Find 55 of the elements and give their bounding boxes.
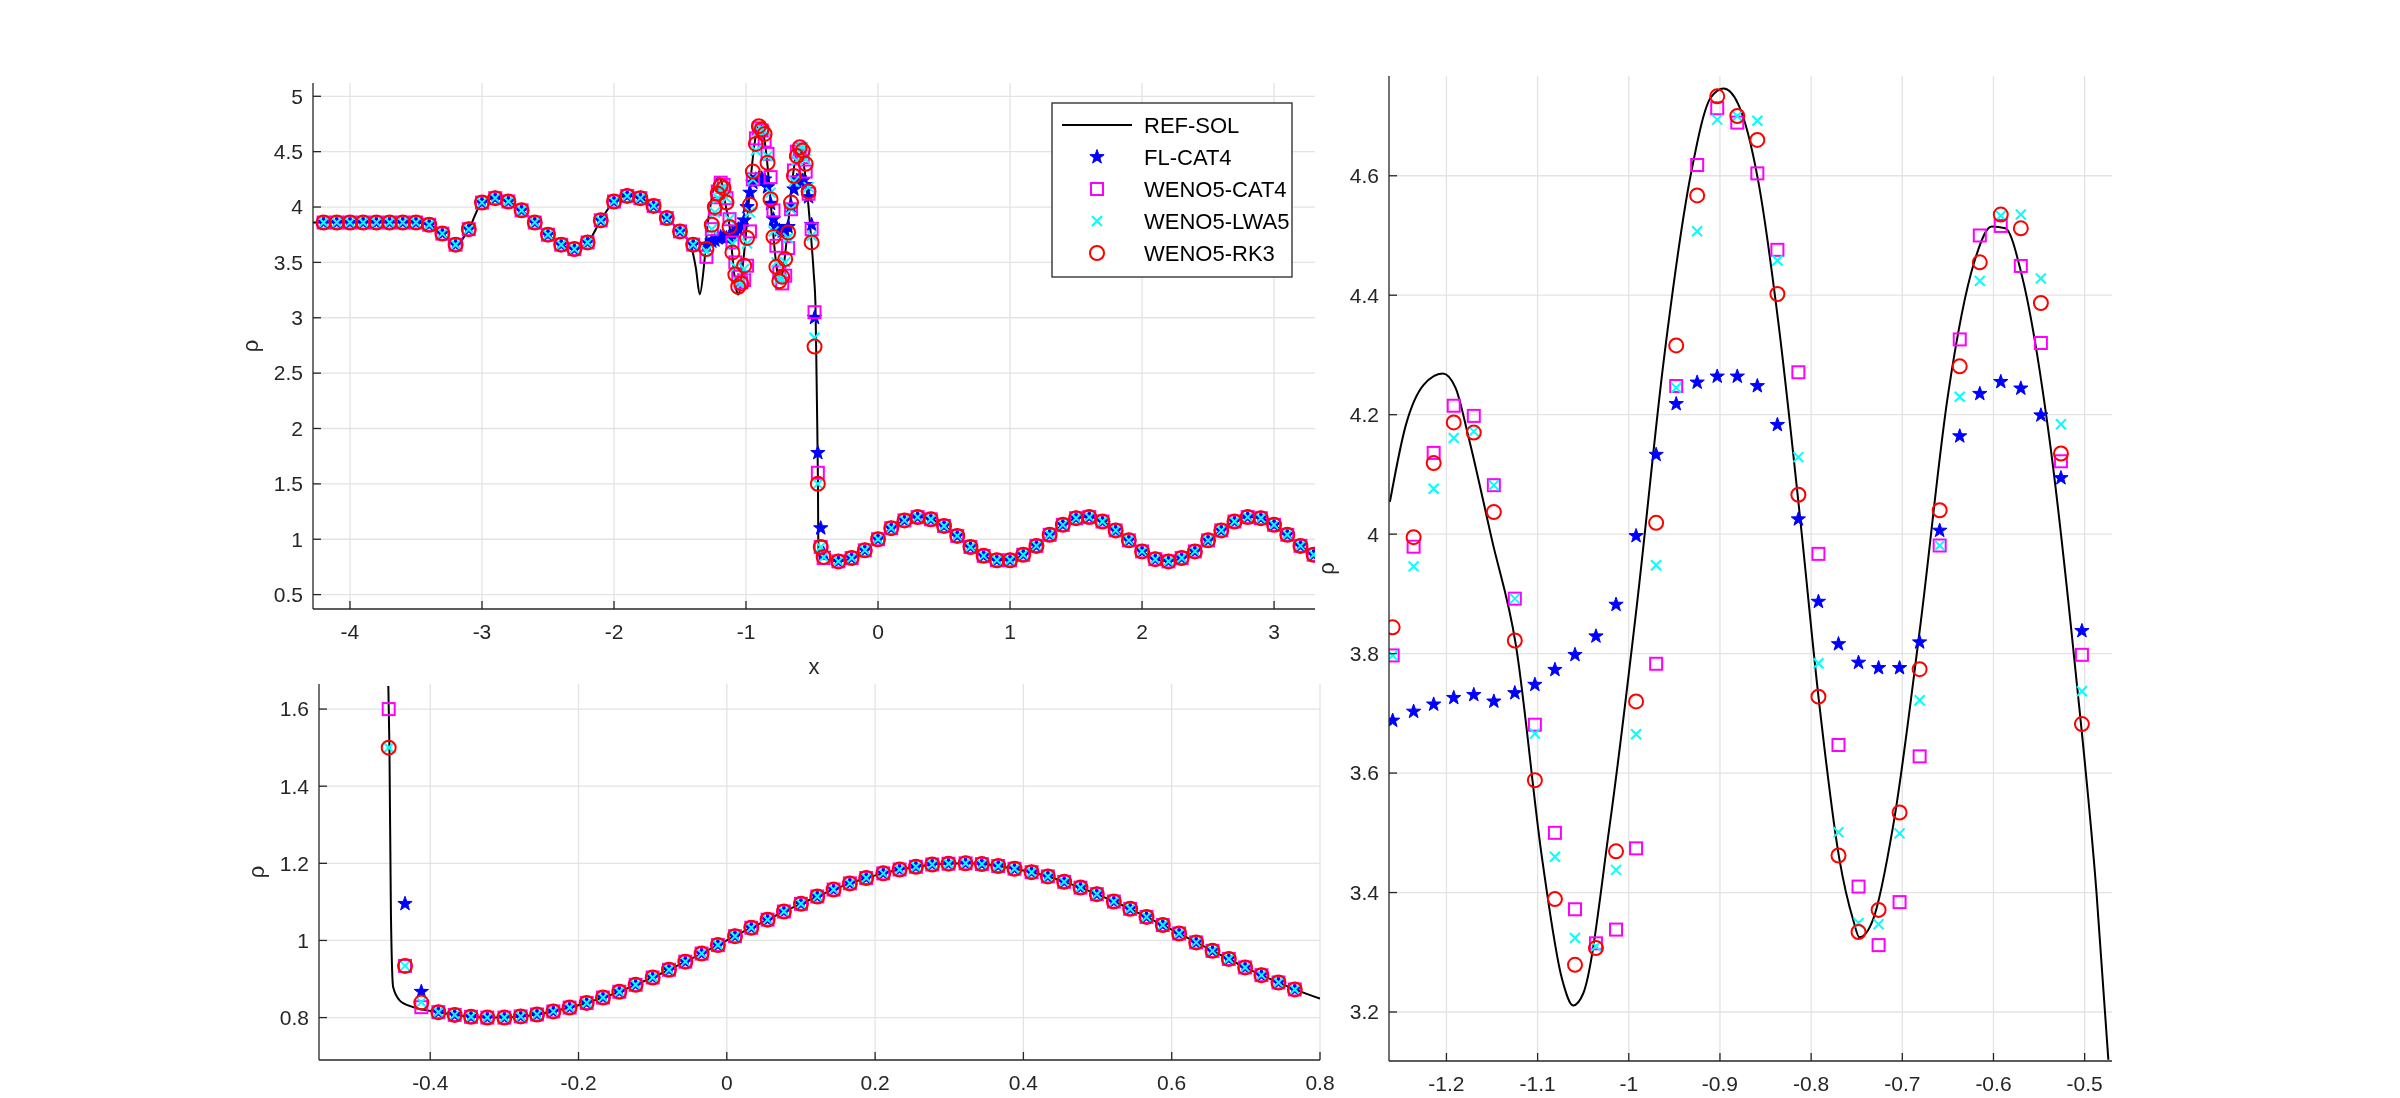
y-tick-label: 4.6 (1349, 164, 1379, 188)
y-tick-label: 3 (291, 306, 303, 330)
y-tick-label: 1.6 (279, 697, 309, 721)
y-tick-label: 1 (297, 928, 309, 952)
x-tick-label: -1.2 (1428, 1072, 1465, 1095)
x-tick-label: 0.4 (1008, 1071, 1039, 1094)
x-tick-label: -0.6 (1975, 1072, 2012, 1095)
x-tick-label: -4 (340, 620, 360, 643)
x-tick-label: 0.2 (860, 1071, 890, 1094)
y-tick-label: 2 (291, 416, 303, 440)
y-tick-label: 4.2 (1349, 403, 1379, 427)
y-tick-label: 4.4 (1349, 283, 1380, 307)
x-tick-label: -0.9 (1701, 1072, 1739, 1095)
legend-label: WENO5-CAT4 (1144, 176, 1287, 202)
y-axis-title: ρ (244, 865, 269, 879)
y-tick-label: 1.4 (279, 774, 310, 798)
x-tick-label: 1 (1004, 620, 1016, 643)
y-tick-label: 4.5 (273, 140, 303, 164)
y-tick-label: 3.8 (1349, 641, 1379, 665)
y-tick-label: 2.5 (273, 361, 303, 385)
y-tick-label: 1.5 (273, 472, 303, 496)
y-axis-title: ρ (1314, 562, 1339, 575)
legend-label: WENO5-RK3 (1144, 240, 1275, 266)
x-tick-label: 0 (872, 620, 884, 643)
x-tick-label: -0.7 (1884, 1072, 1921, 1095)
y-tick-label: 3.6 (1349, 761, 1379, 785)
y-tick-label: 1 (291, 527, 303, 551)
y-tick-label: 3.4 (1349, 880, 1380, 904)
x-tick-label: 0.6 (1157, 1071, 1187, 1094)
legend-label: REF-SOL (1144, 112, 1240, 138)
x-tick-label: -0.2 (560, 1071, 597, 1094)
legend-label: WENO5-LWA5 (1144, 208, 1290, 234)
x-axis-title: x (808, 654, 820, 679)
x-tick-label: -1 (736, 620, 756, 643)
y-tick-label: 4 (1367, 522, 1380, 546)
x-tick-label: -1.1 (1519, 1072, 1556, 1095)
x-tick-label: 0.8 (1305, 1071, 1335, 1094)
x-tick-label: -2 (604, 620, 624, 643)
x-tick-label: 0 (720, 1071, 733, 1094)
y-tick-label: 0.5 (273, 582, 303, 606)
x-tick-label: -0.5 (2066, 1072, 2103, 1095)
x-tick-label: 3 (1268, 620, 1280, 643)
y-tick-label: 0.8 (279, 1005, 309, 1029)
x-tick-label: -1 (1619, 1072, 1639, 1095)
y-tick-label: 1.2 (279, 851, 309, 875)
y-tick-label: 4 (291, 195, 304, 219)
y-tick-label: 3.5 (273, 250, 303, 274)
y-tick-label: 5 (291, 84, 303, 108)
legend-label: FL-CAT4 (1144, 144, 1232, 170)
y-axis-title: ρ (238, 339, 263, 353)
x-tick-label: -3 (472, 620, 492, 643)
y-tick-label: 3.2 (1349, 1000, 1379, 1024)
x-tick-label: 2 (1136, 620, 1148, 643)
x-tick-label: -0.8 (1793, 1072, 1830, 1095)
x-tick-label: -0.4 (412, 1071, 449, 1094)
